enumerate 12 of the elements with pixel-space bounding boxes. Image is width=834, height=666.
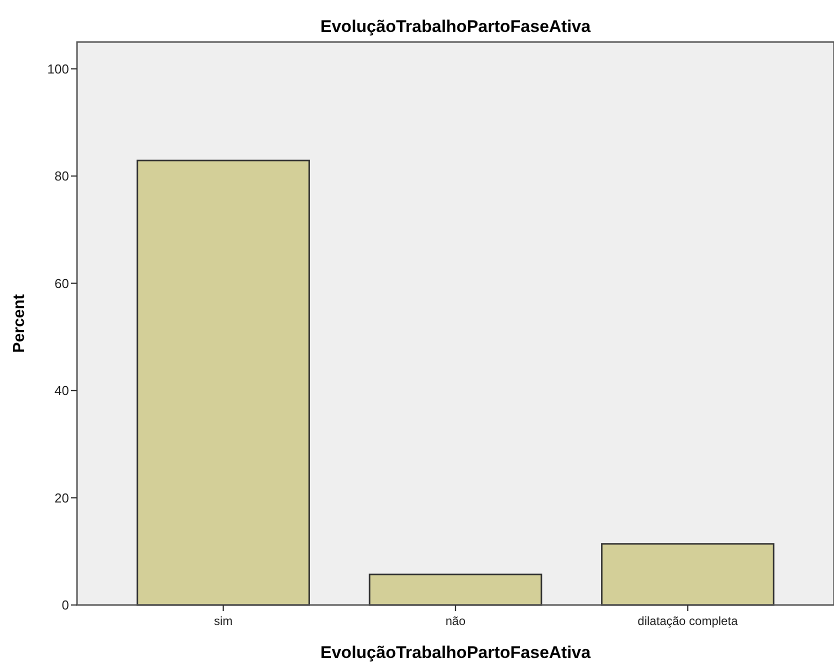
x-tick-label: dilatação completa	[638, 614, 738, 628]
y-tick-label: 60	[54, 276, 69, 291]
x-axis-title: EvoluçãoTrabalhoPartoFaseAtiva	[320, 643, 592, 662]
x-tick-label: não	[445, 614, 466, 628]
y-tick-label: 80	[54, 168, 69, 184]
chart-title: EvoluçãoTrabalhoPartoFaseAtiva	[320, 17, 592, 36]
y-tick-label: 100	[47, 61, 69, 76]
y-axis-title: Percent	[11, 293, 28, 353]
y-tick-label: 40	[54, 383, 69, 398]
y-tick-label: 0	[62, 598, 69, 613]
y-tick-label: 20	[54, 490, 69, 506]
x-tick-label: sim	[214, 614, 233, 628]
